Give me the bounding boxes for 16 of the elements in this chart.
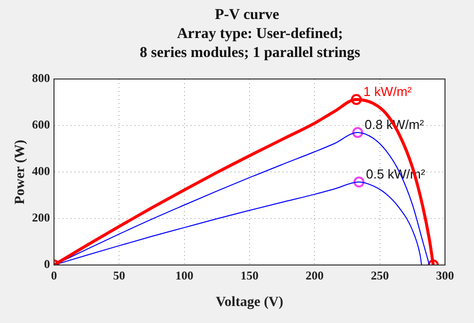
y-axis-title: Power (W) — [13, 139, 28, 204]
y-tick-label: 600 — [32, 118, 50, 132]
x-tick-label: 100 — [175, 268, 194, 282]
chart-title: P-V curve — [214, 7, 280, 23]
y-tick-label: 400 — [32, 164, 50, 178]
chart-subtitle: Array type: User-defined; 8 series modules; 1 parallel strings — [140, 26, 360, 61]
x-tick-label: 50 — [113, 268, 126, 282]
x-tick-label: 150 — [240, 268, 258, 282]
x-tick-label: 250 — [370, 268, 389, 282]
x-tick-label: 200 — [306, 268, 324, 282]
x-axis-title: Voltage (V) — [216, 295, 284, 310]
y-tick-label: 200 — [32, 210, 50, 225]
y-tick-label: 0 — [44, 257, 50, 272]
y-tick-label: 800 — [32, 71, 50, 86]
x-tick-label: 300 — [436, 268, 454, 282]
series-label: 1 kW/m² — [363, 84, 412, 100]
